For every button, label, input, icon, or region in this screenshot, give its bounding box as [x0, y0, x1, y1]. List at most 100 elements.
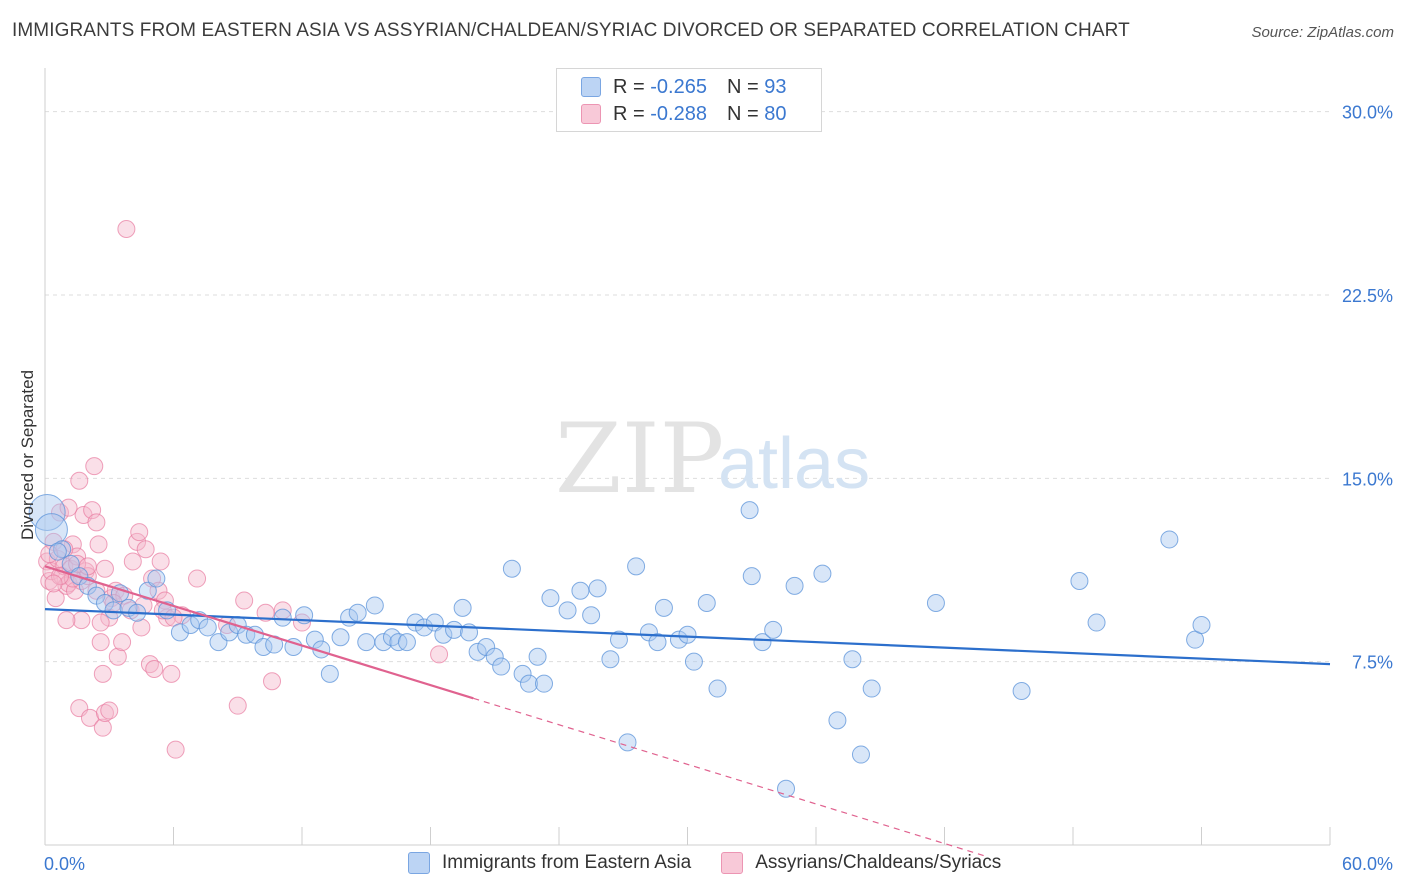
y-tick-labels: 7.5% 15.0% 22.5% 30.0% [1342, 103, 1393, 673]
blue-point [406, 613, 425, 632]
blue-trend-line [44, 608, 1331, 666]
pink-point [87, 513, 106, 532]
blue-point [305, 630, 324, 649]
blue-point [648, 633, 667, 652]
blue-point [828, 711, 847, 730]
watermark-atlas: atlas [718, 424, 870, 504]
trend-lines [44, 565, 1331, 858]
legend-n-value-pink: 80 [764, 102, 787, 125]
pink-point [130, 523, 149, 542]
blue-point [147, 569, 166, 588]
blue-point [348, 603, 367, 622]
blue-point [813, 564, 832, 583]
blue-point [753, 633, 772, 652]
blue-point [785, 576, 804, 595]
legend-r-label: R = [613, 102, 645, 125]
pink-point [70, 471, 89, 490]
blue-point [138, 581, 157, 600]
watermark-zip: ZIP [555, 403, 724, 515]
pink-point [256, 603, 275, 622]
legend-r-value-blue: -0.265 [650, 75, 707, 98]
y-axis-label: Divorced or Separated [18, 370, 37, 540]
pink-point [151, 552, 170, 571]
blue-point [48, 542, 67, 561]
pink-point [235, 591, 254, 610]
blue-point [588, 579, 607, 598]
blue-point [843, 650, 862, 669]
chart-title: IMMIGRANTS FROM EASTERN ASIA VS ASSYRIAN… [12, 20, 1130, 41]
blue-point [571, 581, 590, 600]
blue-point [453, 598, 472, 617]
legend-n-label: N = [726, 75, 759, 98]
pink-point [113, 633, 132, 652]
blue-point [609, 630, 628, 649]
blue-point [1160, 530, 1179, 549]
blue-point [764, 620, 783, 639]
pink-point [108, 647, 127, 666]
grid-lines [45, 111, 1330, 663]
blue-point [254, 638, 273, 656]
pink-point [228, 696, 247, 715]
blue-point [1012, 682, 1031, 700]
legend-label-eastern-asia: Immigrants from Eastern Asia [442, 852, 692, 873]
blue-point [397, 633, 416, 652]
blue-series-points [28, 494, 1211, 798]
pink-point [188, 569, 207, 588]
pink-point [162, 664, 181, 683]
legend-item-eastern-asia: Immigrants from Eastern Asia [408, 852, 691, 874]
pink-point [63, 535, 82, 554]
blue-point [558, 601, 577, 620]
blue-point [1087, 613, 1106, 632]
pink-point [44, 574, 63, 593]
blue-point [708, 679, 727, 698]
axes [44, 68, 1331, 846]
blue-point [492, 657, 511, 676]
pink-point [263, 672, 282, 691]
legend-r-label: R = [613, 75, 645, 98]
pink-point [46, 589, 65, 608]
legend-swatch-blue [581, 77, 601, 97]
blue-point [284, 638, 303, 656]
blue-point [926, 594, 945, 612]
blue-point [468, 642, 487, 661]
blue-point [678, 625, 697, 644]
legend-n-value-blue: 93 [764, 75, 787, 98]
blue-point [582, 606, 601, 625]
pink-point [93, 664, 112, 683]
pink-point [100, 701, 119, 720]
legend-r-value-pink: -0.288 [650, 102, 707, 125]
pink-point [136, 540, 155, 559]
pink-point [430, 645, 449, 664]
pink-point [91, 613, 110, 632]
blue-point [374, 633, 393, 652]
pink-point [293, 613, 311, 632]
blue-point [697, 594, 716, 612]
legend-item-assyrians: Assyrians/Chaldeans/Syriacs [721, 852, 1001, 874]
blue-point [601, 650, 620, 669]
pink-point [72, 611, 91, 630]
legend-label-assyrians: Assyrians/Chaldeans/Syriacs [755, 852, 1002, 873]
blue-point [777, 779, 796, 798]
blue-point [535, 674, 554, 693]
blue-point [513, 664, 532, 683]
pink-point [123, 552, 142, 571]
blue-point [273, 608, 292, 627]
x-tick-labels: 0.0% 60.0% [44, 854, 1393, 874]
pink-trend-extension [473, 697, 988, 858]
blue-point [627, 557, 646, 576]
blue-point [415, 618, 434, 637]
legend-swatch-pink [721, 852, 744, 874]
pink-point [145, 660, 164, 678]
pink-trend-line [44, 565, 474, 700]
blue-point [502, 559, 521, 578]
x-tick-label: 0.0% [44, 854, 85, 874]
blue-point [851, 745, 870, 764]
blue-point [357, 633, 376, 652]
legend-row-pink: R = -0.288 N = 80 [581, 101, 786, 127]
stats-legend: R = -0.265 N = 93 R = -0.288 N = 80 [556, 68, 822, 132]
blue-point [684, 652, 703, 671]
pink-point [89, 535, 108, 554]
pink-point [91, 633, 110, 652]
y-tick-label: 30.0% [1342, 103, 1393, 123]
